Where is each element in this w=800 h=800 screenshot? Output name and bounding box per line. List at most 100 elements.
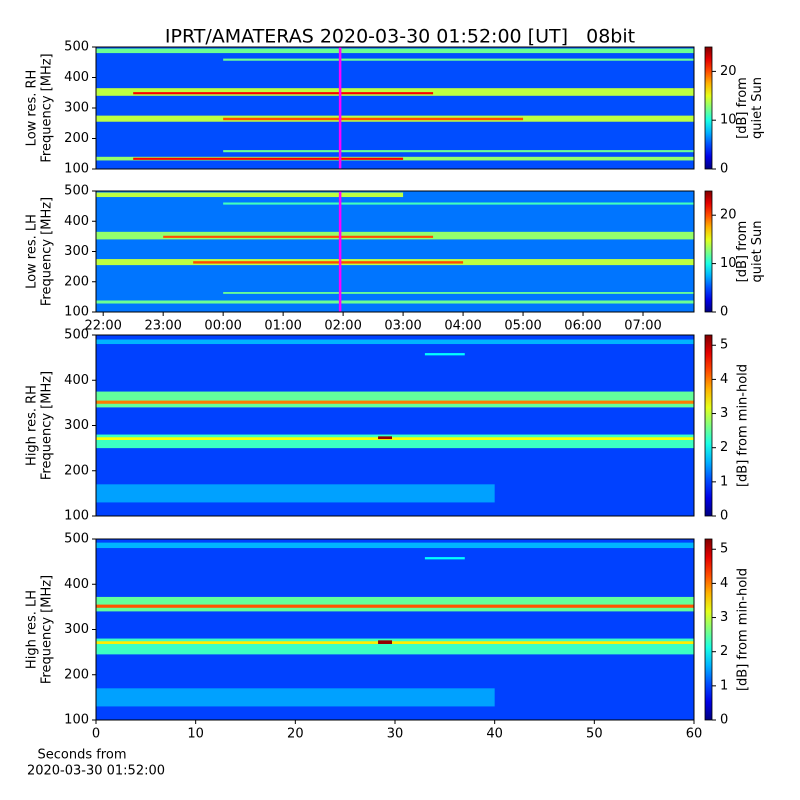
heatmap-band xyxy=(96,192,404,198)
x-tick-label: 50 xyxy=(586,727,603,742)
heatmap-band xyxy=(96,604,694,608)
y-tick-label: 500 xyxy=(64,40,89,55)
y-axis-label: High res. RH xyxy=(25,385,40,466)
colorbar-label: [dB] from xyxy=(735,77,750,139)
y-tick-label: 200 xyxy=(64,667,89,682)
colorbar-tick-label: 3 xyxy=(720,406,728,421)
x-tick-label: 60 xyxy=(686,727,703,742)
figure-title: IPRT/AMATERAS 2020-03-30 01:52:00 [UT] 0… xyxy=(165,26,635,48)
colorbar-tick-label: 4 xyxy=(720,372,728,387)
x-axis-label: 2020-03-30 01:52:00 xyxy=(27,764,165,779)
colorbar-label: [dB] from min-hold xyxy=(736,364,751,487)
colorbar-tick-label: 0 xyxy=(720,509,728,524)
y-tick-label: 100 xyxy=(64,162,89,177)
y-axis-label: Frequency [MHz] xyxy=(40,197,55,306)
colorbar-tick-label: 2 xyxy=(720,644,728,659)
y-tick-label: 400 xyxy=(64,214,89,229)
y-axis-label: High res. LH xyxy=(25,590,40,669)
colorbar-tick-label: 5 xyxy=(720,338,728,353)
y-tick-label: 500 xyxy=(64,328,89,343)
colorbar xyxy=(704,190,713,313)
colorbar-label: quiet Sun xyxy=(750,77,765,139)
x-tick-label: 05:00 xyxy=(504,319,541,334)
heatmap-background xyxy=(96,47,694,169)
y-tick-label: 400 xyxy=(64,70,89,85)
colorbar-label: quiet Sun xyxy=(750,220,765,282)
colorbar-tick-label: 4 xyxy=(720,576,728,591)
colorbar-tick-label: 10 xyxy=(720,113,737,128)
y-axis-label: Frequency [MHz] xyxy=(40,371,55,480)
y-tick-label: 300 xyxy=(64,622,89,637)
heatmap-background xyxy=(96,191,694,312)
colorbar-tick-label: 5 xyxy=(720,542,728,557)
x-tick-label: 03:00 xyxy=(384,319,421,334)
heatmap-band xyxy=(96,542,694,549)
heatmap-band xyxy=(193,261,464,264)
x-tick-label: 04:00 xyxy=(444,319,481,334)
x-tick-label: 22:00 xyxy=(84,319,121,334)
colorbar-tick-label: 2 xyxy=(720,440,728,455)
heatmap-band xyxy=(223,150,694,153)
heatmap-band xyxy=(133,157,404,160)
colorbar-tick-label: 20 xyxy=(720,208,737,223)
colorbar-tick-label: 20 xyxy=(720,64,737,79)
y-axis-label: Low res. RH xyxy=(25,70,40,147)
x-tick-label: 10 xyxy=(187,727,204,742)
heatmap-band xyxy=(223,58,694,61)
y-tick-label: 500 xyxy=(64,532,89,547)
heatmap-band xyxy=(96,638,694,655)
colorbar-tick-label: 1 xyxy=(720,474,728,489)
y-axis-label: Low res. LH xyxy=(25,214,40,289)
colorbar-label: [dB] from xyxy=(735,221,750,283)
y-tick-label: 200 xyxy=(64,131,89,146)
y-tick-label: 200 xyxy=(64,463,89,478)
colorbar-tick-label: 3 xyxy=(720,610,728,625)
y-tick-label: 400 xyxy=(64,373,89,388)
heatmap-band xyxy=(378,640,393,644)
heatmap-band xyxy=(163,235,434,238)
heatmap-band xyxy=(223,292,694,294)
colorbar xyxy=(704,334,713,517)
y-tick-label: 300 xyxy=(64,244,89,259)
heatmap-band xyxy=(424,557,465,560)
x-tick-label: 40 xyxy=(486,727,503,742)
colorbar-tick-label: 1 xyxy=(720,678,728,693)
y-tick-label: 200 xyxy=(64,274,89,289)
heatmap-band xyxy=(96,484,495,503)
heatmap-band xyxy=(96,688,495,707)
heatmap-band xyxy=(133,92,434,95)
x-tick-label: 07:00 xyxy=(624,319,661,334)
colorbar-label: [dB] from min-hold xyxy=(736,568,751,691)
x-tick-label: 23:00 xyxy=(144,319,181,334)
x-tick-label: 20 xyxy=(287,727,304,742)
y-tick-label: 400 xyxy=(64,577,89,592)
colorbar-tick-label: 10 xyxy=(720,256,737,271)
y-axis-label: Frequency [MHz] xyxy=(40,575,55,684)
y-axis-label: Frequency [MHz] xyxy=(40,53,55,162)
y-tick-label: 300 xyxy=(64,101,89,116)
colorbar-tick-label: 0 xyxy=(720,305,728,320)
heatmap-band xyxy=(378,436,393,440)
colorbar xyxy=(704,538,713,721)
heatmap-band xyxy=(96,641,694,644)
x-axis-label: Seconds from xyxy=(37,748,126,763)
x-tick-label: 00:00 xyxy=(204,319,241,334)
heatmap-band xyxy=(96,434,694,449)
colorbar-tick-label: 0 xyxy=(720,162,728,177)
x-tick-label: 0 xyxy=(92,727,100,742)
y-tick-label: 100 xyxy=(64,713,89,728)
heatmap-band xyxy=(96,437,694,440)
x-tick-label: 02:00 xyxy=(324,319,361,334)
y-tick-label: 100 xyxy=(64,305,89,320)
heatmap-band xyxy=(223,117,524,121)
y-tick-label: 300 xyxy=(64,418,89,433)
y-tick-label: 500 xyxy=(64,184,89,199)
heatmap-band xyxy=(96,88,694,96)
y-tick-label: 100 xyxy=(64,509,89,524)
heatmap-band xyxy=(96,300,694,304)
heatmap-band xyxy=(96,231,694,240)
heatmap-band xyxy=(223,202,694,205)
heatmap-band xyxy=(96,391,694,408)
heatmap-band xyxy=(96,400,694,404)
